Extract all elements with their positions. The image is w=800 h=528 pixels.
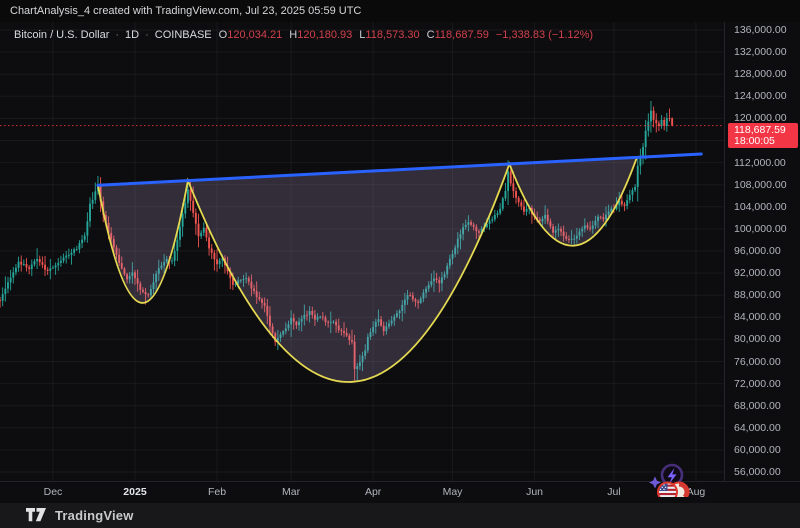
- change-value: −1,338.83 (−1.12%): [495, 29, 594, 41]
- price-tick-label: 60,000.00: [734, 443, 781, 456]
- badge-countdown: 18:00:05: [734, 134, 775, 147]
- price-tick-label: 88,000.00: [734, 289, 781, 302]
- symbol-name[interactable]: Bitcoin / U.S. Dollar: [14, 29, 110, 41]
- price-tick-label: 76,000.00: [734, 355, 781, 368]
- time-tick-label: 2025: [123, 486, 147, 498]
- ohlc-close: C118,687.59: [426, 29, 489, 41]
- exchange-label: COINBASE: [154, 29, 212, 41]
- time-tick-label: Feb: [207, 486, 227, 498]
- price-tick-label: 112,000.00: [734, 156, 786, 169]
- time-tick-label: Aug: [686, 486, 706, 498]
- watermark-bar: TradingView: [0, 502, 800, 528]
- symbol-pair-logo: [657, 481, 690, 503]
- time-tick-label: Jul: [607, 486, 621, 498]
- candlestick-plot: [0, 22, 724, 481]
- price-tick-label: 100,000.00: [734, 222, 787, 235]
- price-tick-label: 136,000.00: [734, 24, 787, 36]
- price-tick-label: 128,000.00: [734, 68, 787, 81]
- price-tick-label: 84,000.00: [734, 311, 781, 324]
- snapshot-title: ChartAnalysis_4 created with TradingView…: [0, 0, 800, 22]
- ohlc-low: L118,573.30: [359, 29, 420, 41]
- legend-separator: ·: [115, 29, 120, 41]
- price-tick-label: 64,000.00: [734, 421, 781, 434]
- price-tick-label: 80,000.00: [734, 333, 781, 346]
- current-price-badge: 118,687.59 18:00:05: [728, 122, 798, 148]
- time-tick-label: Dec: [43, 486, 63, 498]
- tradingview-logo-icon[interactable]: [26, 508, 47, 522]
- corner-badges: [640, 437, 710, 503]
- time-tick-label: Apr: [364, 486, 382, 498]
- usd-flag-icon: [657, 481, 678, 503]
- ohlc-open: O120,034.21: [218, 29, 283, 41]
- price-tick-label: 108,000.00: [734, 178, 787, 191]
- boost-lightning-icon[interactable]: [649, 463, 684, 489]
- price-tick-label: 104,000.00: [734, 200, 787, 213]
- badge-price: 118,687.59: [734, 123, 786, 136]
- interval-label[interactable]: 1D: [125, 29, 140, 41]
- price-tick-label: 96,000.00: [734, 245, 781, 257]
- price-tick-label: 124,000.00: [734, 90, 787, 103]
- price-tick-label: 132,000.00: [734, 46, 787, 59]
- price-tick-label: 68,000.00: [734, 399, 781, 412]
- time-axis[interactable]: Dec 2025 Feb Mar Apr May Jun Jul Aug: [0, 481, 800, 503]
- price-axis[interactable]: 118,687.59 18:00:05 136,000.00 132,000.00…: [724, 22, 800, 481]
- price-tick-label: 56,000.00: [734, 466, 781, 478]
- time-tick-label: Mar: [282, 486, 301, 498]
- price-tick-label: 72,000.00: [734, 377, 781, 390]
- chart-area[interactable]: Bitcoin / U.S. Dollar · 1D · COINBASE O1…: [0, 22, 800, 503]
- tradingview-watermark-text[interactable]: TradingView: [55, 507, 134, 523]
- sparkle-icon: [649, 476, 661, 489]
- time-tick-label: Jun: [526, 486, 543, 498]
- legend-separator: ·: [145, 29, 149, 41]
- ohlc-high: H120,180.93: [289, 29, 353, 41]
- price-tick-label: 120,000.00: [734, 112, 787, 125]
- price-tick-label: 92,000.00: [734, 267, 781, 280]
- symbol-legend[interactable]: Bitcoin / U.S. Dollar · 1D · COINBASE O1…: [14, 28, 593, 42]
- time-tick-label: May: [442, 486, 463, 498]
